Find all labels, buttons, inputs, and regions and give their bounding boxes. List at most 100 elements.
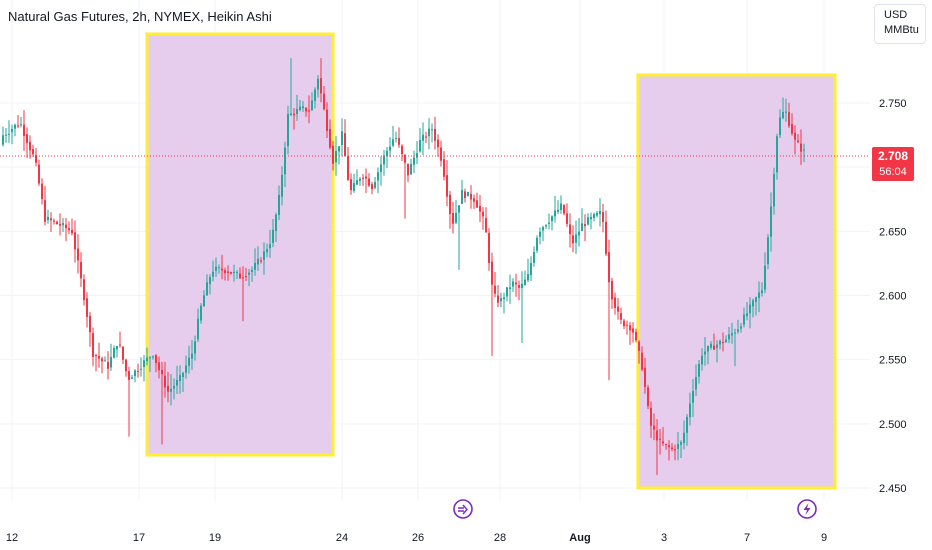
candle-body — [287, 113, 289, 147]
candle-body — [320, 78, 322, 94]
candle-body — [176, 379, 178, 386]
highlight-regions — [145, 32, 837, 490]
candle-body — [182, 372, 184, 378]
candle-body — [59, 223, 61, 226]
x-tick-label: 12 — [6, 532, 18, 544]
candle-body — [371, 184, 373, 190]
candle-body — [605, 221, 607, 254]
candle-body — [362, 177, 364, 179]
candle-body — [515, 282, 517, 285]
candle-body — [65, 224, 67, 229]
candle-body — [425, 136, 427, 138]
candle-body — [731, 333, 733, 336]
candle-body — [80, 262, 82, 279]
candle-body — [632, 328, 634, 333]
lightning-icon[interactable] — [797, 499, 817, 519]
candle-body — [410, 163, 412, 175]
candle-body — [644, 367, 646, 388]
candle-body — [209, 277, 211, 285]
candle-body — [506, 287, 508, 297]
candle-body — [8, 133, 10, 135]
x-axis[interactable]: 12 17 19 24 26 28 Aug 3 7 9 — [6, 532, 827, 544]
candle-body — [344, 133, 346, 157]
candle-body — [533, 252, 535, 263]
candle-body — [263, 251, 265, 260]
candle-body — [449, 194, 451, 215]
candle-body — [500, 298, 502, 302]
candle-body — [104, 360, 106, 362]
x-tick-label: 26 — [412, 532, 424, 544]
y-tick-label: 2.550 — [879, 355, 907, 367]
candle-body — [302, 106, 304, 109]
candle-body — [296, 109, 298, 115]
candle-body — [305, 107, 307, 112]
currency-unit-button[interactable]: USD MMBtu — [874, 4, 926, 44]
candle-body — [497, 295, 499, 303]
candle-body — [596, 212, 598, 216]
y-tick-label: 2.750 — [879, 98, 907, 110]
candle-body — [521, 283, 523, 289]
candle-body — [185, 365, 187, 373]
candle-body — [551, 216, 553, 222]
candle-body — [398, 138, 400, 145]
candle-body — [347, 156, 349, 180]
candle-body — [131, 377, 133, 379]
candle-body — [332, 145, 334, 164]
candle-body — [713, 345, 715, 350]
candle-body — [509, 287, 511, 289]
candle-body — [404, 154, 406, 163]
candle-body — [476, 200, 478, 208]
candle-body — [155, 354, 157, 364]
candle-body — [593, 213, 595, 219]
candle-body — [50, 218, 52, 221]
highlight-region-1[interactable] — [145, 32, 335, 457]
y-tick-label: 2.450 — [879, 483, 907, 495]
candle-body — [473, 198, 475, 202]
candle-body — [236, 271, 238, 273]
candle-body — [224, 270, 226, 274]
candle-body — [725, 339, 727, 343]
candle-body — [635, 331, 637, 341]
candle-body — [107, 361, 109, 369]
candle-body — [716, 344, 718, 348]
candle-body — [527, 274, 529, 281]
candle-body — [239, 273, 241, 279]
candle-body — [335, 150, 337, 163]
candle-body — [665, 444, 667, 446]
candle-body — [395, 138, 397, 140]
candle-body — [71, 229, 73, 234]
candle-body — [353, 182, 355, 191]
candle-body — [290, 113, 292, 115]
candle-body — [626, 324, 628, 326]
candle-body — [446, 175, 448, 197]
candle-body — [140, 368, 142, 370]
candle-body — [629, 325, 631, 331]
candle-body — [386, 150, 388, 157]
last-price-tag: 2.708 56:04 — [872, 147, 914, 181]
unit-label: MMBtu — [884, 24, 919, 36]
candle-body — [158, 362, 160, 371]
candle-body — [791, 124, 793, 134]
grid-lines — [0, 0, 870, 500]
candle-body — [692, 390, 694, 403]
forward-arrow-icon[interactable] — [453, 499, 473, 519]
candle-body — [512, 281, 514, 287]
candle-body — [572, 235, 574, 244]
candle-body — [743, 314, 745, 325]
candle-body — [143, 360, 145, 367]
candle-body — [125, 359, 127, 372]
candle-body — [86, 298, 88, 317]
candle-body — [152, 356, 154, 358]
candle-body — [380, 164, 382, 172]
candle-body — [689, 403, 691, 418]
candle-body — [662, 441, 664, 444]
candle-body — [431, 129, 433, 131]
candle-body — [470, 193, 472, 200]
candle-body — [503, 297, 505, 300]
candle-body — [206, 282, 208, 296]
candle-body — [2, 135, 4, 145]
highlight-region-2[interactable] — [636, 73, 837, 490]
last-price-value: 2.708 — [877, 149, 909, 163]
candle-body — [749, 304, 751, 314]
